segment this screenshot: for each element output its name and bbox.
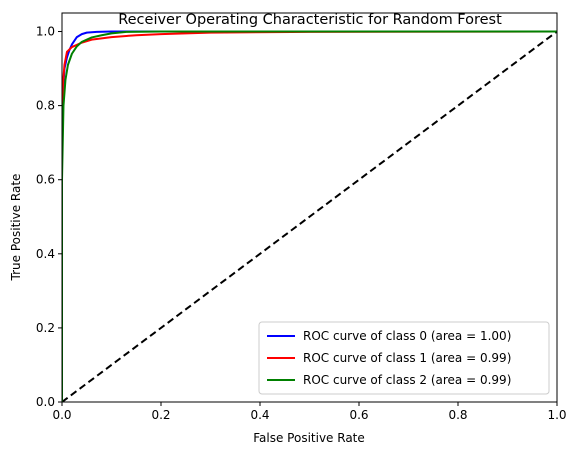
- y-tick-label: 0.4: [36, 247, 55, 261]
- y-tick-label: 1.0: [36, 25, 55, 39]
- x-tick-label: 0.8: [448, 408, 467, 422]
- plot-series-group: [62, 30, 557, 402]
- chance-diagonal-line: [62, 30, 557, 402]
- legend-label-class-2: ROC curve of class 2 (area = 0.99): [303, 373, 511, 387]
- legend: ROC curve of class 0 (area = 1.00) ROC cu…: [258, 321, 550, 395]
- roc-curve-class-1: [62, 30, 557, 402]
- legend-label-class-0: ROC curve of class 0 (area = 1.00): [303, 329, 511, 343]
- x-tick-label: 1.0: [547, 408, 566, 422]
- y-tick-label: 0.6: [36, 173, 55, 187]
- x-tick-label: 0.4: [250, 408, 269, 422]
- roc-curve-class-2: [62, 30, 557, 402]
- plot-frame: [61, 12, 558, 403]
- x-axis-label: False Positive Rate: [253, 431, 365, 445]
- legend-box: [258, 321, 550, 395]
- chart-title: Receiver Operating Characteristic for Ra…: [118, 12, 502, 28]
- y-tick-label: 0.8: [36, 99, 55, 113]
- x-tick-label: 0.2: [151, 408, 170, 422]
- x-tick-label: 0.0: [52, 408, 71, 422]
- y-axis-ticks: 0.0 0.2 0.4 0.6 0.8 1.0: [36, 25, 62, 409]
- legend-label-class-1: ROC curve of class 1 (area = 0.99): [303, 351, 511, 365]
- y-tick-label: 0.2: [36, 321, 55, 335]
- y-axis-label: True Positive Rate: [9, 174, 23, 282]
- y-tick-label: 0.0: [36, 395, 55, 409]
- x-axis-ticks: 0.0 0.2 0.4 0.6 0.8 1.0: [52, 402, 567, 422]
- x-tick-label: 0.6: [349, 408, 368, 422]
